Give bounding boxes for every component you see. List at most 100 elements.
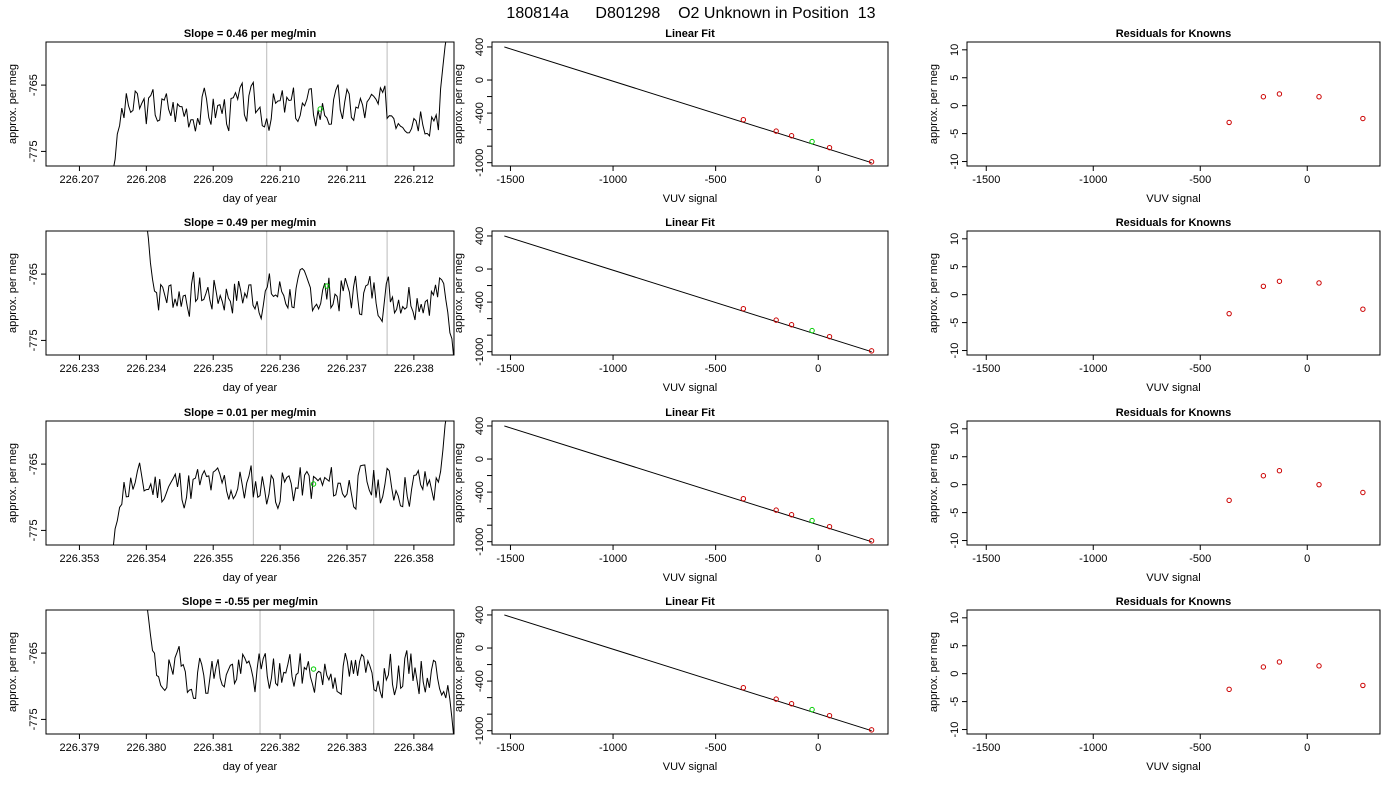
plot-area [112, 421, 447, 545]
known-point [740, 685, 747, 691]
x-tick-label: -500 [1189, 742, 1211, 754]
residual-point [1260, 664, 1267, 670]
x-tick-label: 226.207 [60, 174, 100, 186]
fit-line [504, 614, 872, 732]
plot-frame [45, 230, 455, 356]
x-axis-label: day of year [223, 382, 278, 394]
x-tick-label: 226.235 [193, 363, 233, 375]
residual-point [1226, 310, 1232, 317]
x-tick-label: -500 [705, 174, 727, 186]
y-tick-label: -1000 [474, 528, 486, 556]
y-axis-label: approx. per meg [453, 64, 465, 144]
x-axis-label: day of year [223, 572, 278, 584]
residual-point [1360, 306, 1366, 312]
residual-point [1316, 481, 1322, 488]
residual-point [1316, 663, 1322, 669]
x-tick-label: -1500 [496, 742, 524, 754]
y-axis-label: approx. per meg [928, 443, 940, 523]
x-tick-label: 226.236 [260, 363, 300, 375]
panel-title: Slope = -0.55 per meg/min [182, 596, 318, 608]
y-tick-label: -775 [28, 329, 40, 351]
x-tick-label: 0 [1304, 363, 1310, 375]
panel-2: Linear Fit -1500 -1000 -500 0 400 0 -400 -1000 VU… [453, 28, 889, 205]
y-tick-label: -775 [28, 140, 40, 162]
x-tick-label: -1500 [972, 363, 1000, 375]
x-tick-label: 226.358 [394, 553, 434, 565]
plot-frame [491, 420, 889, 546]
unknown-point [809, 138, 815, 145]
y-tick-label: 10 [949, 423, 961, 435]
y-tick-label: -5 [949, 697, 961, 707]
y-tick-label: 0 [949, 671, 961, 677]
x-tick-label: 226.237 [327, 363, 367, 375]
panel-title: Slope = 0.49 per meg/min [184, 217, 317, 229]
x-axis-label: day of year [223, 761, 278, 773]
plot-frame [45, 609, 455, 735]
known-point [868, 348, 875, 354]
x-axis-label: VUV signal [1146, 761, 1200, 773]
x-tick-label: -500 [705, 363, 727, 375]
panel-title: Linear Fit [665, 217, 715, 229]
plot-frame [491, 41, 889, 167]
y-tick-label: 0 [949, 103, 961, 109]
known-point [740, 496, 747, 502]
x-axis-label: VUV signal [1146, 193, 1200, 205]
known-point [788, 133, 795, 139]
known-point [740, 117, 747, 123]
panel-title: Residuals for Knowns [1116, 28, 1232, 40]
x-tick-label: -1500 [972, 742, 1000, 754]
x-tick-label: 226.211 [328, 174, 367, 186]
plot-area [1226, 278, 1366, 317]
y-tick-label: -5 [949, 508, 961, 518]
known-point [826, 712, 833, 719]
y-tick-label: 0 [474, 266, 486, 272]
x-tick-label: 0 [1304, 742, 1310, 754]
residual-point [1360, 682, 1366, 689]
x-tick-label: 226.208 [126, 174, 166, 186]
y-tick-label: 0 [949, 482, 961, 488]
y-tick-label: 0 [474, 645, 486, 651]
plot-frame [966, 420, 1381, 546]
x-axis-label: VUV signal [663, 382, 717, 394]
plot-area [113, 42, 447, 166]
plot-frame [45, 420, 455, 546]
x-axis-label: VUV signal [663, 761, 717, 773]
x-tick-label: -500 [705, 742, 727, 754]
x-tick-label: 226.354 [126, 553, 166, 565]
y-tick-label: 0 [949, 292, 961, 298]
known-point [740, 306, 747, 312]
plot-area [504, 614, 875, 733]
x-tick-label: 0 [815, 553, 821, 565]
residual-point [1226, 686, 1232, 693]
y-axis-label: approx. per meg [453, 253, 465, 333]
x-tick-label: 0 [815, 742, 821, 754]
y-tick-label: 400 [474, 38, 486, 56]
residual-point [1226, 119, 1232, 126]
x-tick-label: -1000 [1079, 553, 1107, 565]
plot-frame [491, 609, 889, 735]
y-axis-label: approx. per meg [7, 64, 19, 144]
x-tick-label: -500 [705, 553, 727, 565]
known-point [868, 727, 875, 733]
y-tick-label: 0 [474, 77, 486, 83]
x-axis-label: VUV signal [1146, 382, 1200, 394]
y-tick-label: -765 [28, 453, 40, 475]
known-point [773, 696, 779, 702]
series-line [146, 231, 454, 355]
residual-point [1260, 283, 1267, 289]
panel-title: Slope = 0.46 per meg/min [184, 28, 317, 40]
residual-point [1316, 94, 1322, 100]
y-tick-label: 5 [949, 75, 961, 81]
unknown-point [809, 517, 815, 524]
x-tick-label: 226.357 [327, 553, 367, 565]
fit-line [504, 46, 872, 164]
fit-line [504, 235, 872, 353]
x-tick-label: -1500 [496, 174, 524, 186]
plot-area [1226, 659, 1366, 693]
x-axis-label: VUV signal [1146, 572, 1200, 584]
fit-line [504, 425, 872, 543]
y-axis-label: approx. per meg [928, 253, 940, 333]
unknown-point [310, 481, 317, 487]
y-tick-label: -400 [474, 102, 486, 124]
panel-12: Residuals for Knowns -1500 -1000 -500 0 10 5 0 -… [928, 596, 1381, 773]
